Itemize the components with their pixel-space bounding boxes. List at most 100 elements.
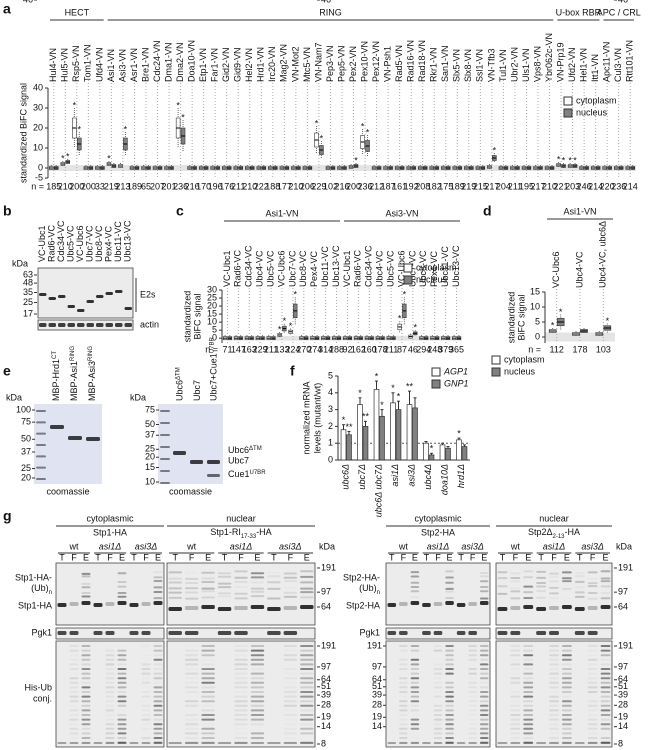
band [479, 700, 489, 703]
band [600, 654, 611, 657]
legend-label: nucleus [576, 107, 608, 117]
significance: * [380, 400, 384, 410]
genotype-label: asi3Δ [279, 541, 302, 551]
marker-label: 25 [23, 297, 33, 307]
marker-label: 28 [618, 700, 628, 710]
band [153, 677, 163, 680]
band [234, 718, 248, 721]
band [39, 323, 47, 327]
legend-swatch [431, 379, 441, 389]
lane-label: E [481, 552, 487, 562]
band [600, 709, 611, 712]
band [154, 668, 163, 670]
band [284, 663, 297, 665]
band [207, 460, 220, 464]
band [411, 654, 420, 656]
band [574, 575, 585, 578]
band [410, 742, 420, 744]
band [81, 718, 91, 721]
band [153, 737, 163, 739]
band [105, 681, 115, 684]
band [153, 586, 163, 589]
band [399, 741, 408, 744]
band [600, 677, 611, 680]
band [410, 663, 420, 666]
band [399, 677, 408, 680]
category-label: Ubc13-VC [331, 245, 341, 287]
band [422, 631, 431, 635]
band [468, 645, 477, 647]
category-label: Asi3-VN [117, 49, 127, 82]
band [81, 575, 91, 578]
bar [362, 426, 369, 461]
band [250, 654, 265, 657]
band [445, 668, 454, 670]
band [480, 682, 489, 684]
band [468, 602, 477, 606]
band [184, 714, 199, 716]
n-value: 163 [242, 344, 257, 354]
marker-label: 19 [618, 712, 628, 722]
band [561, 587, 572, 590]
band [479, 695, 489, 698]
category-label: Etp1-VN [198, 48, 208, 82]
band [69, 645, 79, 647]
band [300, 742, 314, 744]
band [234, 658, 248, 661]
band [479, 658, 489, 661]
band [479, 575, 489, 578]
band [201, 714, 215, 716]
band [118, 645, 127, 647]
band-label-part: Cue1 [228, 469, 250, 479]
lane-label: T [59, 552, 65, 562]
band [479, 663, 489, 666]
y-tick-label: 10 [207, 316, 217, 326]
n-value: 210 [542, 181, 557, 191]
group-label: RING [319, 7, 342, 17]
band [479, 672, 489, 675]
significance: * [78, 124, 82, 134]
band [234, 741, 248, 744]
band [36, 410, 46, 412]
band [445, 691, 454, 693]
band [600, 737, 611, 739]
marker-label: 64 [321, 601, 331, 611]
category-label: Rad16-VN [406, 40, 416, 82]
band [422, 742, 431, 744]
band [217, 592, 232, 595]
band [283, 695, 298, 698]
band [81, 668, 91, 670]
significance: * [430, 444, 434, 454]
band [201, 700, 215, 703]
y-tick-label: 3 [328, 404, 333, 414]
band [201, 695, 215, 698]
band [510, 742, 521, 744]
band [284, 732, 297, 734]
band [251, 581, 264, 583]
band [201, 654, 215, 657]
band [106, 705, 115, 707]
category-label: Ufd2-VN [567, 47, 577, 82]
band [510, 709, 521, 712]
significance: * [397, 392, 401, 402]
panel-letter: c [176, 203, 184, 219]
band [117, 742, 127, 744]
band [284, 668, 297, 670]
band [561, 686, 572, 689]
band [69, 732, 79, 735]
band [523, 668, 533, 670]
band [498, 583, 508, 585]
band [600, 718, 611, 721]
bar [445, 447, 451, 461]
band [93, 603, 103, 607]
band [142, 728, 151, 730]
band [81, 742, 91, 744]
lane-label-part: RING [88, 346, 94, 361]
lane-label: T [577, 552, 583, 562]
band-label-part: ΔTM [249, 446, 262, 452]
group-label: APC / CRL [597, 7, 641, 17]
band [574, 591, 585, 594]
n-value: 178 [572, 344, 587, 354]
band [105, 741, 115, 744]
band [600, 681, 611, 684]
